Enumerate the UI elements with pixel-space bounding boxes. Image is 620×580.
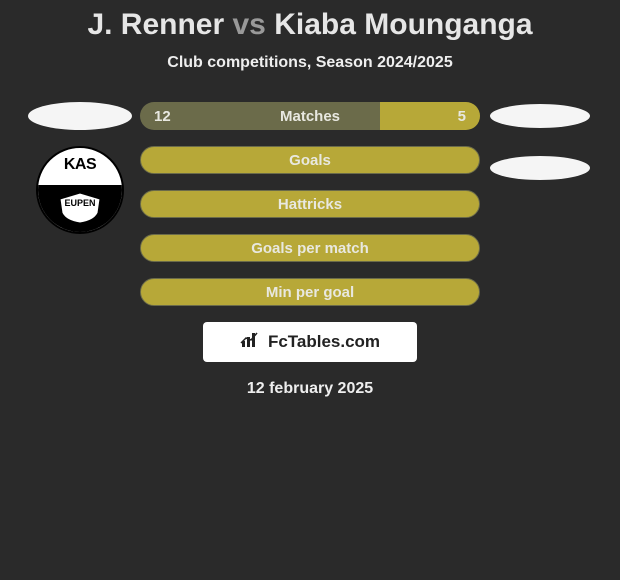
stat-bar: Hattricks (140, 190, 480, 218)
page-title: J. Renner vs Kiaba Mounganga (0, 8, 620, 42)
matches-bar-left: 12 (140, 102, 380, 130)
stat-bar-label: Goals per match (251, 240, 369, 257)
shield-icon: EUPEN (50, 191, 110, 225)
matches-bar-wrap: 12 5 Matches (140, 102, 480, 130)
stat-bar: Goals (140, 146, 480, 174)
matches-left-value: 12 (140, 108, 171, 125)
player1-name: J. Renner (87, 8, 224, 41)
date-line: 12 february 2025 (0, 380, 620, 398)
right-club-ellipse-2 (490, 156, 590, 180)
left-side-slot-2: KAS EUPEN (20, 146, 140, 234)
watermark-badge: FcTables.com (203, 322, 417, 362)
player2-name: Kiaba Mounganga (274, 8, 532, 41)
comparison-card: J. Renner vs Kiaba Mounganga Club compet… (0, 0, 620, 398)
stat-bar-label: Min per goal (266, 284, 354, 301)
left-side-slot-1 (20, 102, 140, 130)
matches-row: 12 5 Matches (0, 102, 620, 130)
matches-bar: 12 5 Matches (140, 102, 480, 130)
right-club-ellipse-1 (490, 104, 590, 128)
bar-chart-icon (240, 331, 262, 354)
simple-stats-center: Goals Hattricks Goals per match Min per goa… (140, 146, 480, 306)
stat-bar: Min per goal (140, 278, 480, 306)
left-club-ellipse (28, 102, 132, 130)
club-badge-bottom: EUPEN (38, 185, 122, 232)
stat-bar-label: Hattricks (278, 196, 342, 213)
right-side-slot-1 (480, 104, 600, 128)
vs-label: vs (233, 8, 266, 41)
club-badge-bottom-text: EUPEN (64, 198, 95, 208)
club-badge-top-text: KAS (64, 156, 96, 174)
matches-bar-right: 5 (380, 102, 480, 130)
watermark-text: FcTables.com (268, 332, 380, 352)
matches-right-value: 5 (458, 108, 480, 125)
simple-stat-rows: Goals Hattricks Goals per match Min per goa… (140, 146, 480, 306)
stat-bar: Goals per match (140, 234, 480, 262)
stat-bar-label: Goals (289, 152, 331, 169)
club-badge-left: KAS EUPEN (36, 146, 124, 234)
right-side-slot-2 (480, 146, 600, 190)
stats-block: KAS EUPEN Goals Hattricks Goals per match M… (0, 146, 620, 306)
subtitle: Club competitions, Season 2024/2025 (0, 54, 620, 72)
